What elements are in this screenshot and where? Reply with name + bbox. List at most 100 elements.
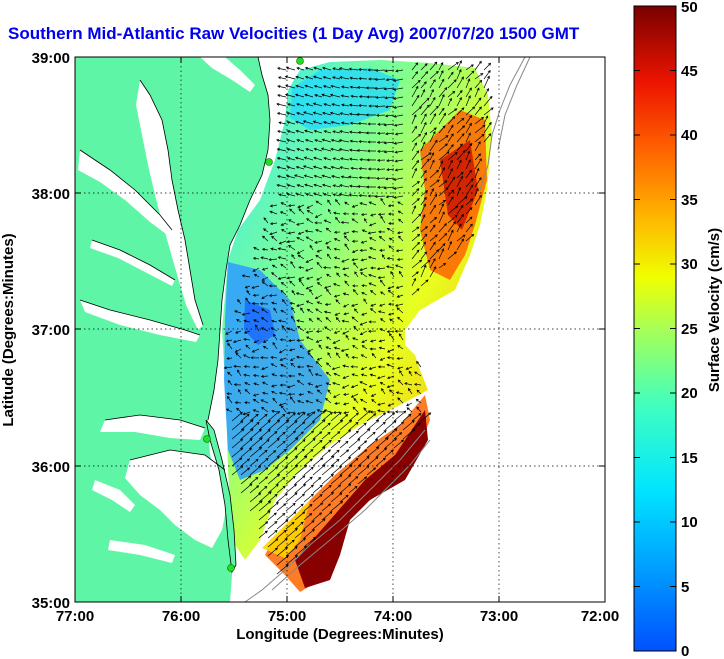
velocity-vector — [276, 413, 286, 422]
velocity-vector — [323, 310, 332, 314]
velocity-vector — [447, 214, 458, 224]
velocity-vector — [253, 274, 260, 278]
velocity-vector — [322, 66, 332, 71]
velocity-vector — [288, 339, 296, 343]
velocity-vector — [411, 181, 420, 188]
velocity-vector — [367, 194, 376, 198]
velocity-vector — [344, 243, 350, 251]
velocity-vector — [333, 346, 341, 350]
velocity-vector — [295, 84, 305, 89]
velocity-vector — [429, 188, 434, 197]
velocity-vector — [313, 66, 323, 71]
velocity-vector — [304, 229, 314, 233]
velocity-vector — [306, 308, 314, 314]
colorbar-tick-label: 25 — [681, 321, 698, 338]
velocity-vector — [241, 274, 251, 278]
velocity-vector — [395, 391, 404, 395]
velocity-vector — [289, 280, 296, 287]
velocity-vector — [371, 352, 377, 359]
velocity-vector — [322, 85, 332, 89]
velocity-vector — [285, 430, 297, 440]
velocity-vector — [340, 121, 350, 125]
velocity-vector — [379, 303, 386, 307]
velocity-vector — [278, 348, 287, 354]
velocity-vector — [303, 528, 315, 539]
velocity-vector — [438, 223, 447, 233]
velocity-vector — [420, 89, 426, 98]
velocity-vector — [384, 177, 395, 181]
velocity-vector — [393, 410, 407, 422]
velocity-vector — [370, 308, 377, 314]
velocity-vector — [429, 169, 440, 179]
velocity-vector — [342, 402, 350, 406]
velocity-vector — [294, 475, 306, 485]
velocity-vector — [331, 76, 341, 80]
station-marker — [296, 57, 304, 65]
velocity-vector — [465, 87, 472, 98]
velocity-vector — [411, 71, 419, 80]
velocity-vector — [305, 236, 314, 242]
velocity-vector — [260, 256, 269, 260]
velocity-vector — [237, 369, 242, 377]
velocity-vector — [288, 219, 296, 224]
velocity-vector — [429, 88, 434, 98]
velocity-vector — [312, 439, 323, 449]
velocity-vector — [377, 276, 386, 280]
velocity-vector — [312, 464, 326, 476]
velocity-vector — [238, 388, 242, 395]
velocity-vector — [420, 264, 427, 278]
velocity-vector — [258, 449, 268, 458]
velocity-vector — [249, 476, 259, 485]
velocity-vector — [267, 501, 279, 512]
velocity-vector — [386, 330, 395, 334]
velocity-vector — [438, 62, 444, 71]
velocity-vector — [299, 345, 305, 350]
velocity-vector — [303, 449, 314, 458]
velocity-vector — [377, 409, 386, 413]
velocity-vector — [287, 384, 296, 389]
velocity-vector — [298, 276, 305, 280]
velocity-vector — [326, 288, 332, 296]
velocity-vector — [366, 413, 377, 422]
colorbar-tick-label: 45 — [681, 63, 698, 80]
x-tick-label: 75:00 — [268, 608, 306, 625]
velocity-vector — [465, 223, 473, 233]
velocity-vector — [411, 188, 420, 197]
velocity-vector — [340, 85, 350, 89]
velocity-vector — [354, 271, 359, 278]
velocity-vector — [314, 221, 323, 225]
velocity-vector — [474, 194, 482, 206]
velocity-vector — [447, 152, 458, 161]
velocity-vector — [447, 221, 456, 233]
velocity-vector — [262, 345, 269, 350]
velocity-vector — [378, 346, 386, 350]
velocity-vector — [276, 485, 286, 494]
velocity-vector — [343, 303, 350, 308]
velocity-vector — [420, 104, 430, 116]
velocity-vector — [225, 408, 233, 413]
velocity-vector — [303, 156, 314, 161]
velocity-vector — [312, 512, 323, 521]
velocity-vector — [420, 177, 427, 188]
velocity-vector — [261, 391, 269, 395]
velocity-vector — [438, 199, 447, 206]
velocity-vector — [348, 193, 359, 197]
velocity-vector — [305, 267, 314, 272]
velocity-vector — [313, 147, 323, 152]
velocity-vector — [323, 166, 332, 170]
velocity-vector — [312, 111, 323, 116]
velocity-vector — [358, 176, 368, 180]
velocity-vector — [278, 76, 287, 80]
velocity-vector — [465, 132, 471, 143]
velocity-vector — [387, 375, 395, 380]
velocity-vector — [286, 192, 296, 197]
velocity-vector — [294, 521, 304, 530]
velocity-vector — [243, 319, 251, 323]
velocity-vector — [226, 395, 233, 404]
velocity-vector — [339, 112, 350, 116]
velocity-vector — [383, 123, 395, 127]
velocity-vector — [303, 466, 314, 476]
velocity-vector — [447, 116, 456, 125]
velocity-vector — [294, 511, 306, 521]
velocity-vector — [306, 218, 314, 224]
